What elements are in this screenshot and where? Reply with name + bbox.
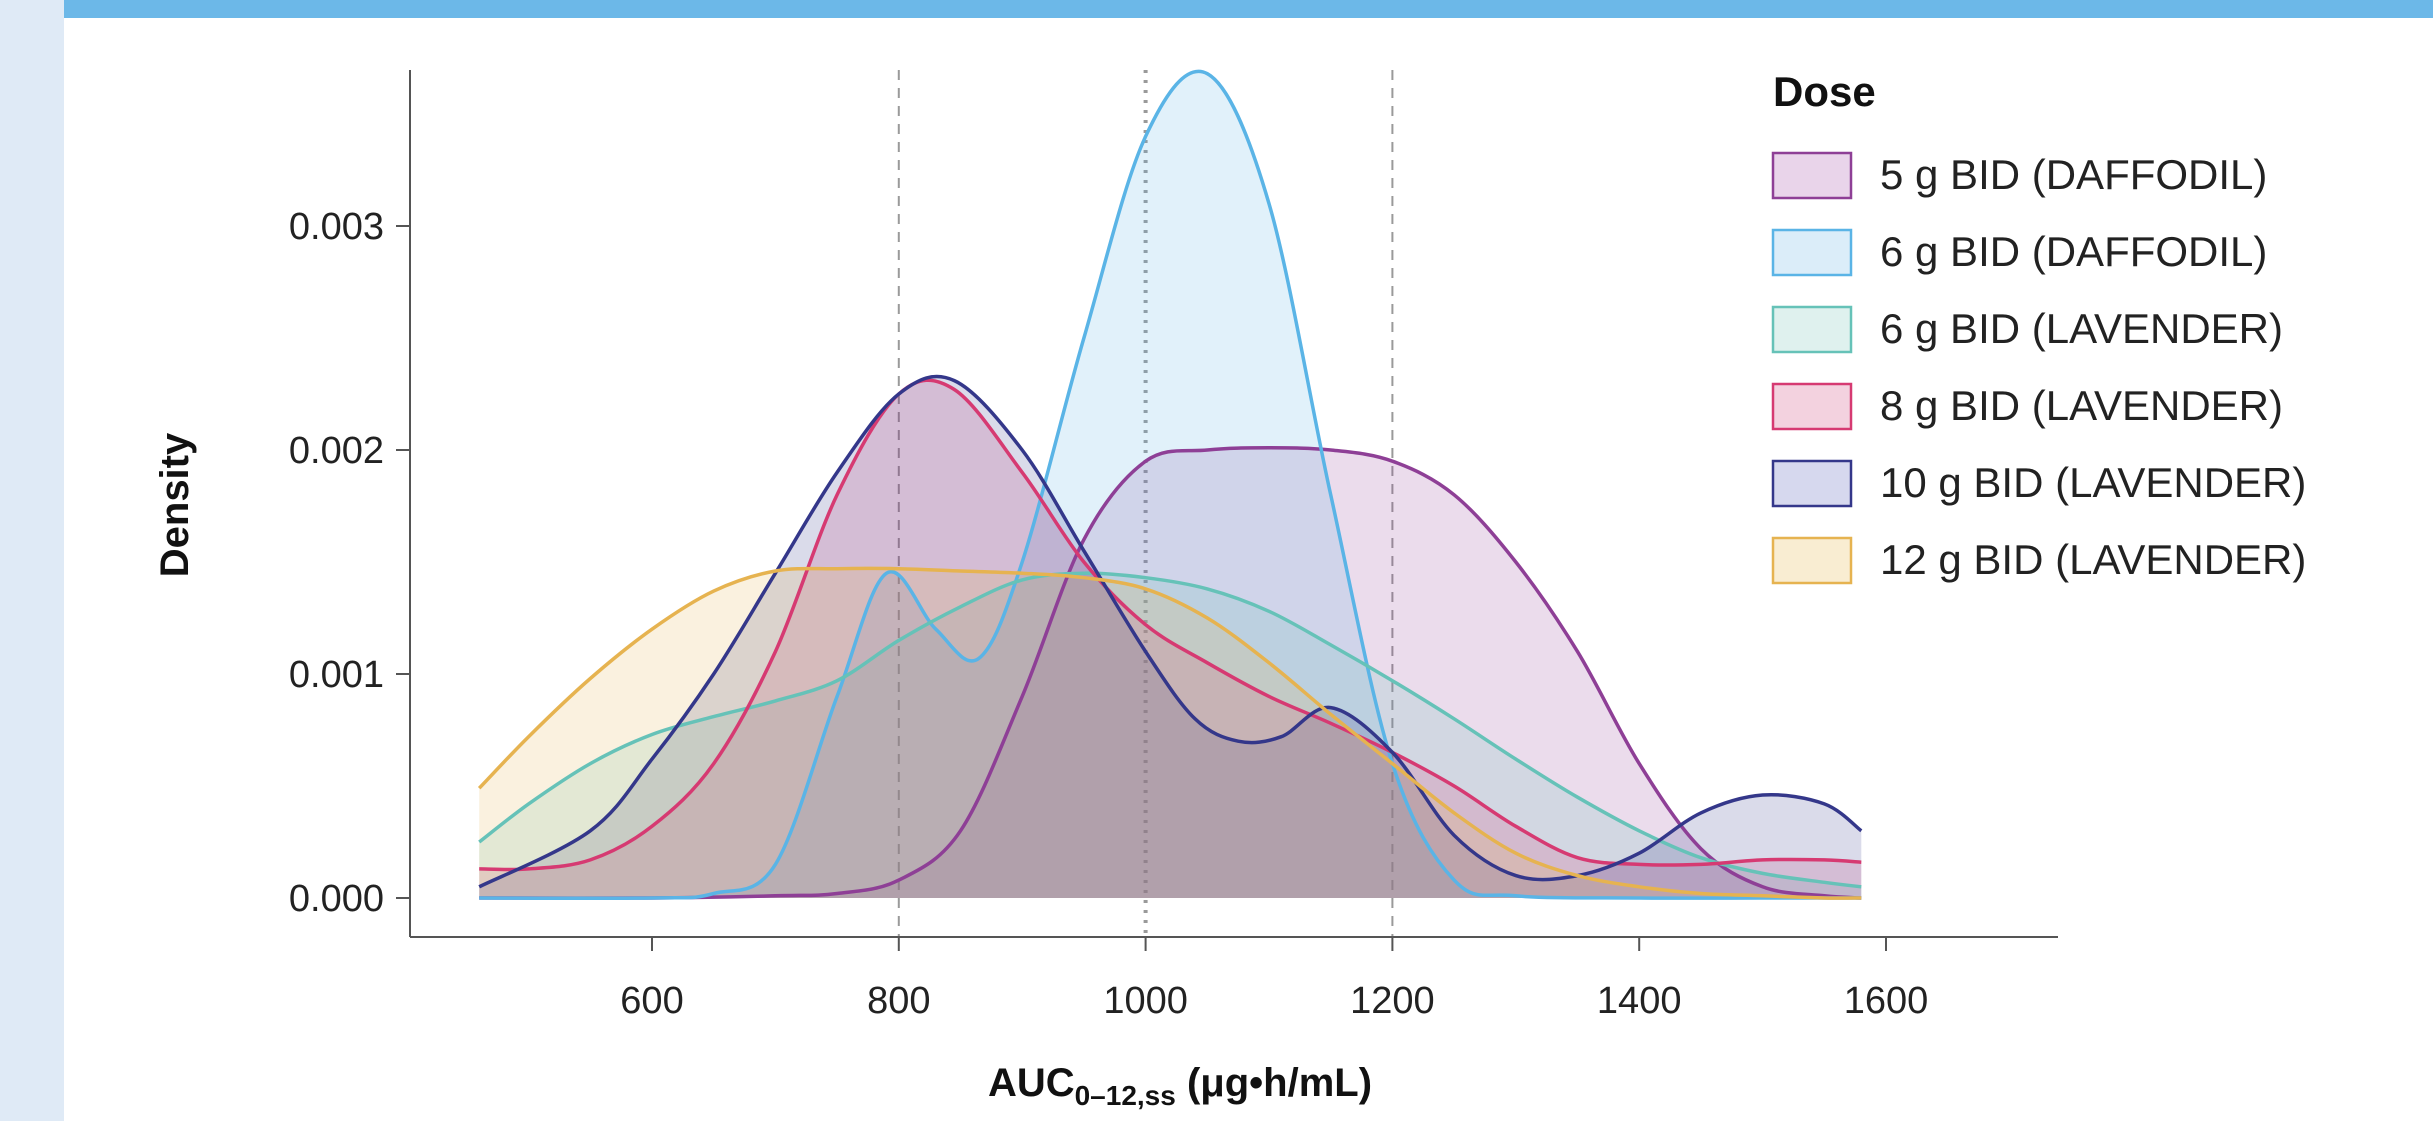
density-areas: [479, 71, 1862, 899]
density-line-5: [478, 374, 1863, 889]
legend-label-1: 5 g BID (DAFFODIL): [1880, 151, 2267, 198]
x-axis-title-subscript: 0–12,ss: [1075, 1080, 1176, 1111]
axes: [409, 70, 2058, 938]
legend-label-4: 8 g BID (LAVENDER): [1880, 382, 2283, 429]
x-tick-label-800: 800: [867, 980, 930, 1022]
x-tick-label-600: 600: [620, 980, 683, 1022]
density-area-2: [479, 71, 1862, 899]
y-tick-label-2: 0.002: [289, 430, 384, 472]
y-ticks: 0.000 0.001 0.002 0.003: [289, 206, 410, 920]
legend-swatch-6: [1771, 536, 1853, 585]
density-line-6: [477, 566, 1862, 900]
x-axis-title: AUC0–12,ss (μg•h/mL): [988, 1061, 1372, 1111]
density-area-4: [479, 380, 1862, 899]
density-area-1: [479, 447, 1862, 899]
x-ticks: 600 800 1000 1200 1400 1600: [620, 937, 1928, 1022]
x-axis-title-units: (μg•h/mL): [1176, 1061, 1372, 1105]
legend-title: Dose: [1773, 68, 1876, 115]
x-tick-label-1200: 1200: [1350, 980, 1435, 1022]
legend-label-6: 12 g BID (LAVENDER): [1880, 536, 2306, 583]
y-axis-title: Density: [153, 432, 197, 577]
top-header-band: [64, 0, 2433, 18]
density-line-1: [479, 446, 1862, 900]
legend-swatch-4: [1771, 382, 1853, 431]
legend-label-3: 6 g BID (LAVENDER): [1880, 305, 2283, 352]
density-lines: [477, 69, 1863, 901]
reference-lines: [897, 70, 1394, 937]
x-tick-label-1600: 1600: [1844, 980, 1929, 1022]
density-area-5: [479, 376, 1862, 898]
legend-label-2: 6 g BID (DAFFODIL): [1880, 228, 2267, 275]
left-border-band: [0, 0, 64, 1121]
legend-label-5: 10 g BID (LAVENDER): [1880, 459, 2306, 506]
legend-swatch-5: [1771, 459, 1853, 508]
legend-swatch-1: [1771, 151, 1853, 200]
density-line-2: [479, 69, 1862, 901]
x-axis-title-main: AUC: [988, 1061, 1075, 1105]
x-tick-label-1000: 1000: [1103, 980, 1188, 1022]
density-area-6: [479, 568, 1862, 899]
legend-swatch-3: [1771, 305, 1853, 354]
x-tick-label-1400: 1400: [1597, 980, 1682, 1022]
y-tick-label-0: 0.000: [289, 878, 384, 920]
legend: Dose 5 g BID (DAFFODIL) 6 g BID (DAFFODIL…: [1771, 68, 2306, 585]
density-line-3: [478, 571, 1862, 889]
y-tick-label-1: 0.001: [289, 654, 384, 696]
legend-swatch-2: [1771, 228, 1853, 277]
density-area-3: [479, 573, 1862, 898]
y-tick-label-3: 0.003: [289, 206, 384, 248]
